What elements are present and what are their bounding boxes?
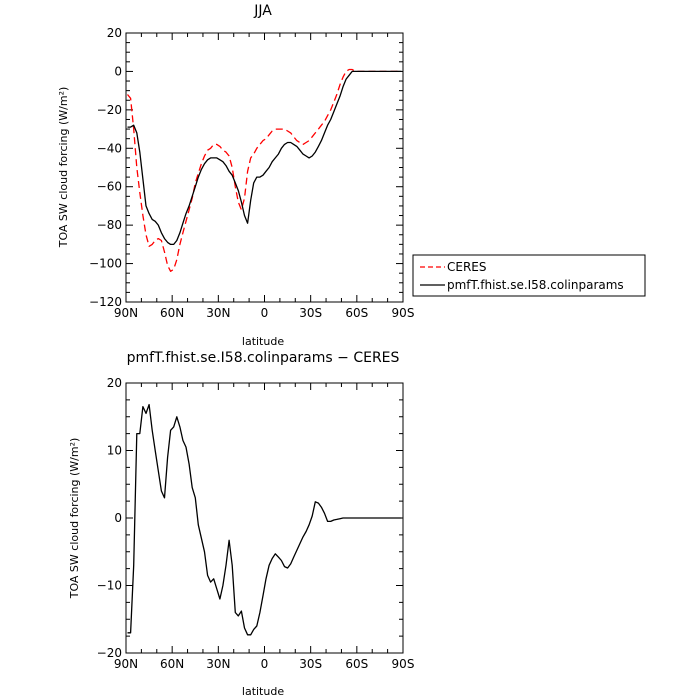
y-tick-label: −120 [89, 295, 122, 309]
x-tick-label: 0 [261, 657, 269, 671]
top-series-lines [126, 68, 402, 272]
x-tick-label: 90N [114, 657, 138, 671]
y-tick-label: 10 [107, 444, 122, 458]
x-tick-label: 60N [160, 306, 184, 320]
x-tick-label: 30S [299, 306, 322, 320]
y-tick-label: −40 [97, 141, 122, 155]
bottom-series-lines [127, 403, 402, 636]
x-tick-label: 0 [261, 306, 269, 320]
y-tick-label: −10 [97, 579, 122, 593]
y-tick-label: 20 [107, 376, 122, 390]
bottom-y-axis-label: TOA SW cloud forcing (W/m²) [68, 438, 81, 600]
legend-label-model: pmfT.fhist.se.I58.colinparams [447, 278, 624, 292]
legend-label-ceres: CERES [447, 260, 487, 274]
bottom-chart-title: pmfT.fhist.se.I58.colinparams − CERES [127, 350, 400, 366]
bottom-x-axis-label: latitude [242, 685, 284, 698]
y-tick-label: −80 [97, 218, 122, 232]
x-tick-label: 90S [392, 306, 415, 320]
bottom-panel: pmfT.fhist.se.I58.colinparams − CERES 90… [68, 350, 414, 698]
x-tick-label: 60S [345, 657, 368, 671]
x-tick-label: 30N [206, 657, 230, 671]
top-y-axis-label: TOA SW cloud forcing (W/m²) [57, 87, 70, 249]
x-tick-label: 30N [206, 306, 230, 320]
y-tick-label: −60 [97, 180, 122, 194]
x-tick-label: 90S [392, 657, 415, 671]
y-tick-label: −20 [97, 103, 122, 117]
top-plot-frame [125, 32, 404, 303]
x-tick-label: 90N [114, 306, 138, 320]
y-tick-label: 20 [107, 26, 122, 40]
series-line-pmft-fhist-se-i58-colinparams [127, 70, 402, 246]
top-y-ticks: 20 0 −20 −40 −60 −80 −100 −120 [89, 26, 403, 309]
top-chart-title: JJA [253, 3, 272, 19]
top-panel: JJA 90N 60N 30N 0 30S 60S 90S 20 0 −20 −40 −60 −80 −… [57, 3, 414, 348]
x-tick-label: 30S [299, 657, 322, 671]
y-tick-label: 0 [114, 511, 122, 525]
bottom-y-ticks: 20 10 0 −10 −20 [97, 376, 403, 660]
legend-box [412, 254, 646, 297]
top-x-axis-label: latitude [242, 335, 284, 348]
y-tick-label: 0 [114, 64, 122, 78]
y-tick-label: −20 [97, 646, 122, 660]
x-tick-label: 60N [160, 657, 184, 671]
series-line-difference [127, 403, 402, 636]
series-line-ceres [126, 68, 402, 272]
y-tick-label: −100 [89, 257, 122, 271]
x-tick-label: 60S [345, 306, 368, 320]
top-x-ticks: 90N 60N 30N 0 30S 60S 90S [114, 33, 415, 320]
legend: CERES pmfT.fhist.se.I58.colinparams [412, 254, 646, 297]
bottom-x-ticks: 90N 60N 30N 0 30S 60S 90S [114, 383, 415, 671]
